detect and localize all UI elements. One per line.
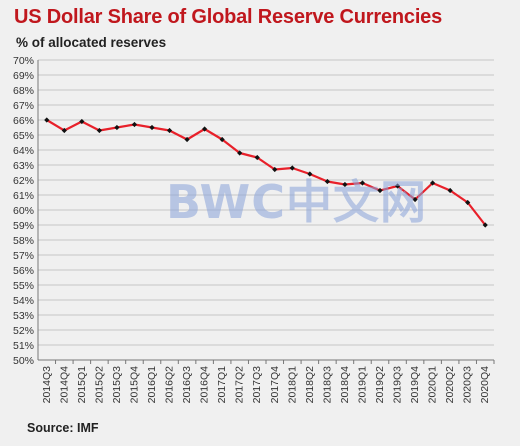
data-point — [465, 199, 471, 206]
axes — [37, 60, 495, 364]
data-point — [61, 127, 67, 134]
y-tick-label: 69% — [13, 70, 34, 82]
y-tick-label: 52% — [13, 325, 34, 337]
x-tick-label: 2019Q1 — [356, 366, 368, 404]
x-tick-label: 2018Q4 — [339, 366, 351, 404]
x-tick-label: 2017Q1 — [216, 366, 228, 404]
y-tick-label: 65% — [13, 130, 34, 142]
data-point — [202, 126, 208, 132]
y-tick-label: 70% — [13, 55, 34, 67]
x-tick-label: 2020Q2 — [444, 366, 456, 404]
x-tick-label: 2016Q2 — [164, 366, 176, 404]
y-tick-label: 59% — [13, 220, 34, 232]
watermark: BWC中文网 — [166, 175, 428, 229]
data-markers — [44, 117, 488, 228]
data-point — [114, 124, 120, 131]
x-tick-label: 2018Q1 — [286, 366, 298, 404]
x-tick-label: 2014Q4 — [58, 366, 70, 404]
data-point — [289, 165, 295, 171]
data-point — [166, 127, 173, 134]
data-point — [412, 196, 418, 203]
x-tick-label: 2018Q2 — [304, 366, 316, 404]
data-series — [46, 119, 487, 226]
x-tick-label: 2017Q4 — [269, 366, 281, 404]
data-point — [447, 187, 453, 194]
data-point — [482, 222, 488, 228]
data-point — [184, 136, 190, 143]
x-tick-label: 2014Q3 — [41, 366, 53, 404]
data-point — [342, 181, 348, 188]
data-point — [359, 180, 366, 186]
y-tick-label: 54% — [13, 295, 34, 307]
y-tick-label: 57% — [13, 250, 34, 262]
y-tick-label: 60% — [13, 205, 34, 217]
y-tick-label: 61% — [13, 190, 34, 202]
x-tick-label: 2015Q2 — [93, 366, 105, 404]
x-tick-label: 2016Q3 — [181, 366, 193, 404]
x-tick-label: 2020Q4 — [479, 366, 491, 404]
data-point — [44, 117, 50, 123]
x-tick-label: 2016Q1 — [146, 366, 158, 404]
y-tick-label: 64% — [13, 145, 34, 157]
data-point — [219, 136, 225, 143]
data-point — [131, 121, 138, 128]
x-tick-label: 2015Q1 — [76, 366, 88, 404]
y-tick-label: 55% — [13, 280, 34, 292]
data-point — [149, 124, 155, 131]
y-tick-label: 68% — [13, 85, 34, 97]
x-tick-labels: 2014Q3 2014Q4 2015Q1 2015Q2 2015Q3 2015Q4 2016… — [41, 366, 491, 404]
y-tick-label: 62% — [13, 175, 34, 187]
y-tick-label: 51% — [13, 340, 34, 352]
data-point — [79, 118, 85, 125]
data-point — [394, 183, 401, 189]
y-tick-labels: 70% 69% 68% 67% 66% 65% 64% 63% 62% 61% 60% 59% 58% 5… — [13, 55, 34, 367]
y-tick-label: 63% — [13, 160, 34, 172]
y-tick-label: 66% — [13, 115, 34, 127]
x-tick-label: 2015Q4 — [128, 366, 140, 404]
x-tick-label: 2015Q3 — [111, 366, 123, 404]
data-point — [272, 166, 278, 173]
chart-source: Source: IMF — [27, 421, 99, 435]
data-point — [254, 154, 260, 161]
x-tick-label: 2019Q2 — [374, 366, 386, 404]
chart-title: US Dollar Share of Global Reserve Curren… — [14, 6, 443, 28]
y-tick-label: 56% — [13, 265, 34, 277]
gridlines — [38, 59, 494, 361]
series-line — [46, 119, 487, 226]
data-point — [237, 150, 243, 156]
data-point — [377, 187, 383, 194]
data-point — [96, 127, 102, 134]
chart-subtitle: % of allocated reserves — [16, 35, 167, 50]
y-tick-label: 58% — [13, 235, 34, 247]
y-tick-label: 67% — [13, 100, 34, 112]
data-point — [307, 171, 313, 177]
x-tick-label: 2017Q2 — [234, 366, 246, 404]
x-tick-label: 2020Q1 — [427, 366, 439, 404]
data-point — [324, 178, 330, 185]
x-tick-label: 2020Q3 — [462, 366, 474, 404]
x-tick-label: 2019Q3 — [392, 366, 404, 404]
x-tick-label: 2018Q3 — [321, 366, 333, 404]
x-tick-label: 2017Q3 — [251, 366, 263, 404]
data-point — [430, 180, 436, 186]
x-tick-label: 2016Q4 — [199, 366, 211, 404]
x-tick-label: 2019Q4 — [409, 366, 421, 404]
y-tick-label: 53% — [13, 310, 34, 322]
y-tick-label: 50% — [13, 355, 34, 367]
